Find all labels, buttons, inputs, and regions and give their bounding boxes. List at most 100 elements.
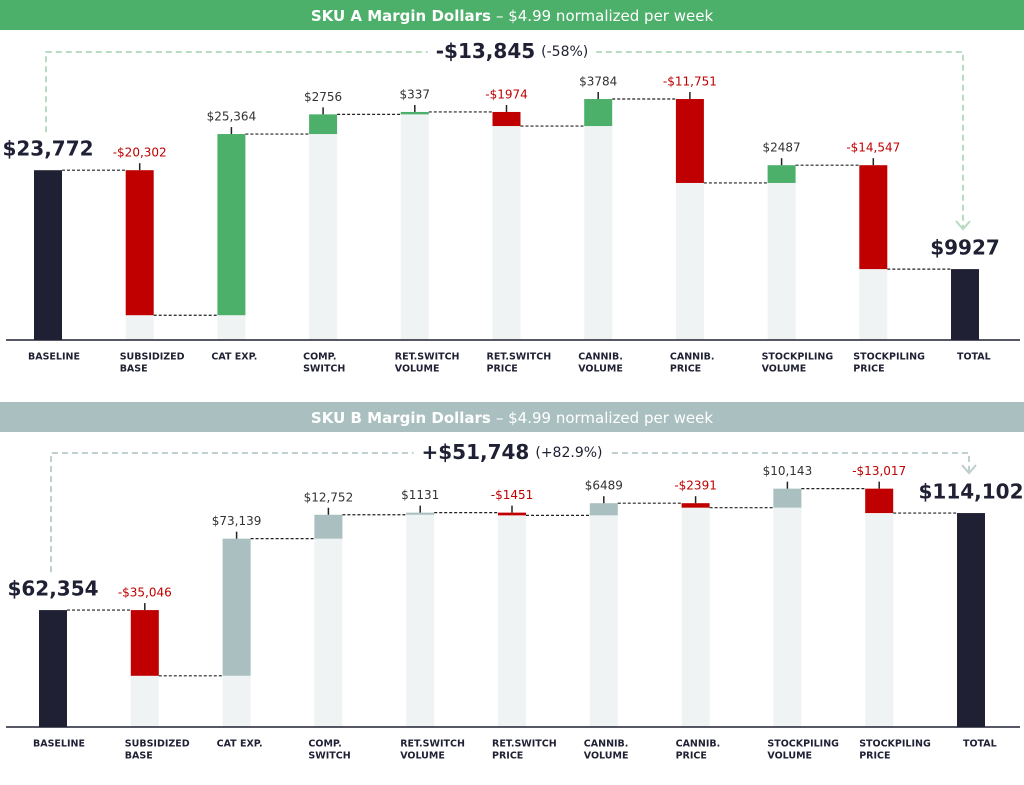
summary: -$13,845 (-58%) [436, 39, 589, 63]
x-tick-label: VOLUME [400, 751, 445, 762]
ghost-bar [492, 126, 521, 340]
value-label: $114,102 [918, 480, 1023, 504]
value-label: $2487 [763, 141, 801, 155]
x-tick-label: VOLUME [395, 364, 440, 375]
summary-percent: (-58%) [541, 44, 588, 60]
bar [309, 114, 338, 135]
ghost-bar [130, 675, 159, 727]
header-bar [0, 402, 1024, 432]
x-tick-label: BASELINE [28, 352, 80, 363]
ghost-bar [773, 507, 802, 727]
summary-connector [45, 51, 964, 230]
value-label: $3784 [579, 75, 617, 89]
x-tick-label: PRICE [676, 751, 707, 762]
value-label: -$1451 [491, 488, 534, 502]
value-label: $10,143 [763, 464, 813, 478]
x-tick-label: CAT EXP. [211, 352, 257, 363]
x-tick-label: CANNIB. [676, 739, 721, 750]
x-tick-label: SWITCH [308, 751, 350, 762]
ghost-bar [589, 515, 618, 727]
x-tick-label: CAT EXP. [217, 739, 263, 750]
chart-subtitle: – $4.99 normalized per week [496, 7, 714, 25]
bar [314, 514, 343, 539]
ghost-bar [681, 507, 710, 727]
bar [125, 170, 154, 316]
bar [130, 610, 159, 676]
value-label: $73,139 [212, 514, 262, 528]
value-label: $1131 [401, 488, 439, 502]
value-label: -$20,302 [113, 146, 167, 160]
x-tick-label: PRICE [853, 364, 884, 375]
chart-title: SKU A Margin Dollars [311, 7, 491, 25]
value-label: $2756 [304, 90, 342, 104]
summary-arrowhead [961, 464, 977, 475]
value-label: -$11,751 [663, 75, 717, 89]
x-tick-label: CANNIB. [584, 739, 629, 750]
ghost-bar [859, 269, 888, 340]
x-tick-label: PRICE [670, 364, 701, 375]
summary-bg [413, 439, 611, 464]
summary-percent: (+82.9%) [535, 445, 602, 461]
bar [767, 165, 796, 183]
bar [675, 99, 704, 183]
bar [400, 111, 429, 115]
chart-header: SKU B Margin Dollars – $4.99 normalized p… [311, 409, 713, 427]
bar [773, 488, 802, 508]
bar [859, 165, 888, 270]
bar [222, 538, 251, 676]
x-tick-label: COMP. [308, 739, 341, 750]
x-tick-label: BASE [125, 751, 153, 762]
x-tick-label: BASE [120, 364, 148, 375]
bar [34, 170, 62, 340]
value-label: $62,354 [7, 577, 98, 601]
x-tick-label: PRICE [487, 364, 518, 375]
x-tick-label: STOCKPILING [853, 352, 925, 363]
x-tick-label: BASELINE [33, 739, 85, 750]
x-tick-label: VOLUME [767, 751, 812, 762]
ghost-bar [498, 515, 526, 727]
bar [681, 503, 710, 508]
summary-arrowhead [955, 220, 971, 231]
bar [584, 99, 613, 127]
summary: +$51,748 (+82.9%) [422, 440, 603, 464]
x-tick-label: COMP. [303, 352, 336, 363]
value-label: -$35,046 [118, 586, 172, 600]
bar [865, 488, 894, 514]
x-tick-label: STOCKPILING [859, 739, 931, 750]
bar [951, 269, 979, 340]
bar [492, 111, 521, 127]
x-tick-label: TOTAL [957, 352, 991, 363]
value-label: $12,752 [304, 490, 354, 504]
bar [957, 513, 985, 727]
x-tick-label: PRICE [492, 751, 523, 762]
x-tick-label: PRICE [859, 751, 890, 762]
summary-bg [427, 38, 597, 63]
bar [498, 512, 526, 516]
x-tick-label: CANNIB. [578, 352, 623, 363]
bar [589, 503, 618, 516]
chart-subtitle: – $4.99 normalized per week [496, 409, 714, 427]
bar [406, 512, 435, 515]
x-tick-label: STOCKPILING [762, 352, 834, 363]
x-tick-label: SWITCH [303, 364, 345, 375]
ghost-bar [217, 315, 246, 340]
value-label: $25,364 [207, 110, 257, 124]
ghost-bar [865, 513, 894, 727]
chart-title: SKU B Margin Dollars [311, 409, 491, 427]
x-tick-label: STOCKPILING [767, 739, 839, 750]
value-label: -$14,547 [846, 141, 900, 155]
value-label: $6489 [585, 479, 623, 493]
x-tick-label: RET.SWITCH [492, 739, 557, 750]
x-tick-label: RET.SWITCH [487, 352, 552, 363]
summary-value: -$13,845 [436, 39, 535, 63]
value-label: -$1974 [485, 87, 528, 101]
value-label: -$13,017 [852, 464, 906, 478]
x-tick-label: CANNIB. [670, 352, 715, 363]
ghost-bar [222, 675, 251, 727]
ghost-bar [309, 134, 338, 340]
x-tick-label: SUBSIDIZED [120, 352, 185, 363]
header-bar [0, 0, 1024, 30]
ghost-bar [406, 514, 435, 727]
value-label: $23,772 [2, 137, 93, 161]
